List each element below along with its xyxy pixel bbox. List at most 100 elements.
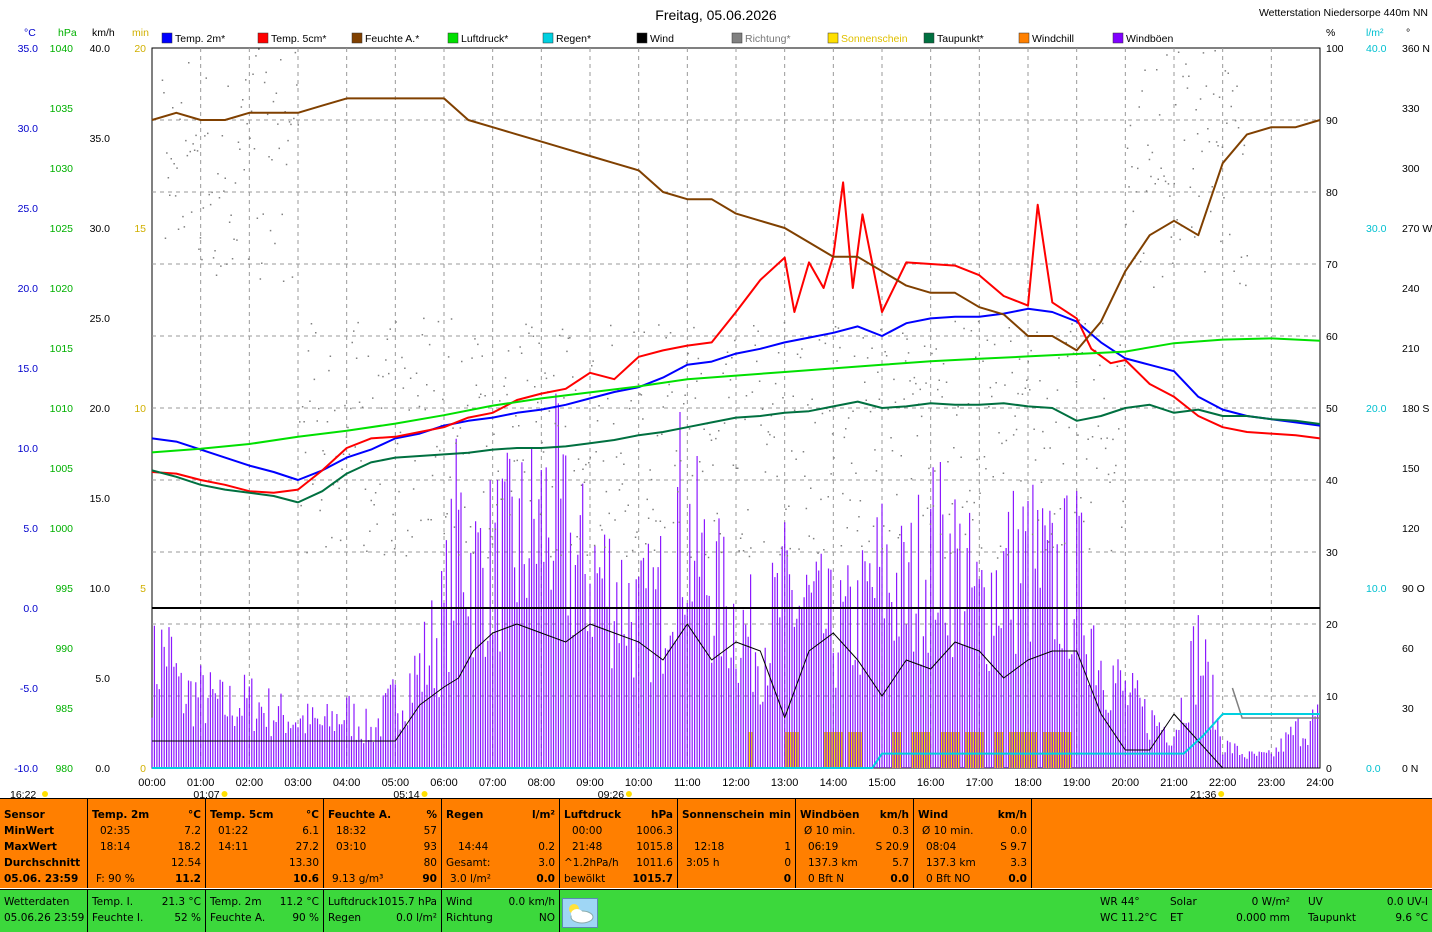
stats-sensor-header: Sensor (4, 809, 45, 821)
rain-tick-label: 40.0 (1366, 43, 1387, 55)
dir-tick-label: 270 W (1402, 223, 1432, 235)
legend-swatch (923, 32, 935, 44)
axis-unit-label: km/h (92, 27, 115, 39)
temp-tick-label: 30.0 (18, 123, 39, 135)
feuchte-max-time: 03:10 (336, 841, 367, 853)
stats-col-wind: Wind km/h Ø 10 min. 0.0 08:04 S 9.7 137.3 k… (914, 799, 1032, 888)
legend-label: Feuchte A.* (365, 33, 419, 45)
temp-tick-label: 20.0 (18, 283, 39, 295)
regen-now-label: 3.0 l/m² (450, 873, 491, 885)
status-uv-label: UV (1308, 896, 1323, 908)
status-title: Wetterdaten (4, 896, 70, 908)
dir-tick-label: 300 (1402, 163, 1420, 175)
kmh-tick-label: 25.0 (90, 313, 111, 325)
x-tick-label: 13:00 (771, 777, 799, 789)
stats-col-sonne: Sonnenschein min 12:18 1 3:05 h 0 0 (678, 799, 796, 888)
pct-tick-label: 40 (1326, 475, 1338, 487)
hpa-tick-label: 995 (55, 583, 73, 595)
x-tick-label: 23:00 (1258, 777, 1286, 789)
temp5cm-unit: °C (306, 809, 319, 821)
sun-marker-icon (42, 791, 48, 797)
status-temp2m-value: 11.2 °C (279, 896, 319, 908)
x-tick-label: 14:00 (820, 777, 848, 789)
pct-tick-label: 60 (1326, 331, 1338, 343)
dir-tick-label: 360 N (1402, 43, 1430, 55)
temp-tick-label: 35.0 (18, 43, 39, 55)
stats-label-min: MinWert (4, 825, 55, 837)
sun-moon-marker-label: 21:36 (1190, 789, 1216, 798)
regen-max-value: 0.2 (538, 841, 555, 853)
boen-now-value: 0.0 (890, 873, 909, 885)
luftdruck-max-value: 1015.8 (636, 841, 673, 853)
wind-unit: km/h (997, 809, 1027, 821)
legend-label: Temp. 5cm* (271, 33, 326, 45)
dir-tick-label: 180 S (1402, 403, 1429, 415)
x-tick-label: 16:00 (917, 777, 945, 789)
sun-moon-marker-label: 05:14 (393, 789, 419, 798)
dir-tick-label: 0 N (1402, 763, 1418, 775)
status-wind-value: 0.0 km/h (508, 896, 555, 908)
temp-tick-label: 10.0 (18, 443, 39, 455)
status-solar-label: Solar (1170, 896, 1197, 908)
series-wind (152, 623, 1320, 769)
stats-label-avg: Durchschnitt (4, 857, 81, 869)
temp2m-min-value: 7.2 (184, 825, 201, 837)
feuchte-unit: % (426, 809, 437, 821)
dir-tick-label: 120 (1402, 523, 1420, 535)
x-tick-label: 03:00 (284, 777, 312, 789)
luftdruck-max-time: 21:48 (572, 841, 603, 853)
luftdruck-trend-label: ^1.2hPa/h (564, 857, 619, 869)
kmh-tick-label: 10.0 (90, 583, 111, 595)
pct-tick-label: 80 (1326, 187, 1338, 199)
temp2m-avg-value: 12.54 (170, 857, 201, 869)
legend-swatch (636, 32, 648, 44)
temp5cm-max-time: 14:11 (218, 841, 249, 853)
chart-grid (151, 47, 1321, 769)
pct-tick-label: 20 (1326, 619, 1338, 631)
rain-tick-label: 10.0 (1366, 583, 1387, 595)
x-tick-label: 05:00 (382, 777, 410, 789)
x-tick-label: 17:00 (966, 777, 994, 789)
stats-panel: Sensor MinWert MaxWert Durchschnitt 05.0… (0, 798, 1432, 888)
legend-label: Windböen (1126, 33, 1173, 45)
feuchte-now-label: 9.13 g/m³ (332, 873, 384, 885)
boen-min-value: 0.3 (892, 825, 909, 837)
series-temp-5cm- (151, 181, 1321, 494)
hpa-tick-label: 985 (55, 703, 73, 715)
status-wr: WR 44° (1100, 896, 1140, 908)
hpa-tick-label: 1020 (50, 283, 74, 295)
legend-swatch (1112, 32, 1124, 44)
status-temp-i-value: 21.3 °C (161, 896, 201, 908)
status-feuchte-a-value: 90 % (292, 912, 319, 924)
kmh-tick-label: 15.0 (90, 493, 111, 505)
feuchte-avg-value: 80 (423, 857, 437, 869)
wind-max-time: 08:04 (926, 841, 957, 853)
temp-tick-label: 15.0 (18, 363, 39, 375)
luftdruck-unit: hPa (651, 809, 673, 821)
kmh-tick-label: 20.0 (90, 403, 111, 415)
sonne-max-value: 1 (784, 841, 791, 853)
x-tick-label: 00:00 (138, 777, 166, 789)
temp5cm-avg-value: 13.30 (288, 857, 319, 869)
hpa-tick-label: 1040 (50, 43, 74, 55)
status-uv-value: 0.0 UV-I (1386, 896, 1428, 908)
sonne-title: Sonnenschein (682, 809, 765, 821)
feuchte-max-value: 93 (423, 841, 437, 853)
legend-swatch (351, 32, 363, 44)
x-tick-label: 18:00 (1014, 777, 1042, 789)
dir-tick-label: 60 (1402, 643, 1414, 655)
min-tick-label: 15 (134, 223, 146, 235)
sun-marker-icon (625, 791, 632, 797)
luftdruck-now-value: 1015.7 (632, 873, 673, 885)
weather-chart: 00:00 01:00 02:00 03:00 04:00 05:00 06:00 07:00… (10, 7, 1432, 798)
min-tick-label: 0 (140, 763, 146, 775)
legend-swatch (161, 32, 173, 44)
status-et-value: 0.000 mm (1236, 912, 1290, 924)
series-temp-2m- (151, 307, 1321, 481)
status-et-label: ET (1170, 912, 1184, 924)
stats-col-luftdruck: Luftdruck hPa 00:00 1006.3 21:48 1015.8 ^1.… (560, 799, 678, 888)
left-time-label: 16:22 (10, 789, 36, 798)
x-tick-label: 22:00 (1209, 777, 1237, 789)
sonne-now-value: 0 (783, 873, 791, 885)
temp5cm-min-value: 6.1 (302, 825, 319, 837)
